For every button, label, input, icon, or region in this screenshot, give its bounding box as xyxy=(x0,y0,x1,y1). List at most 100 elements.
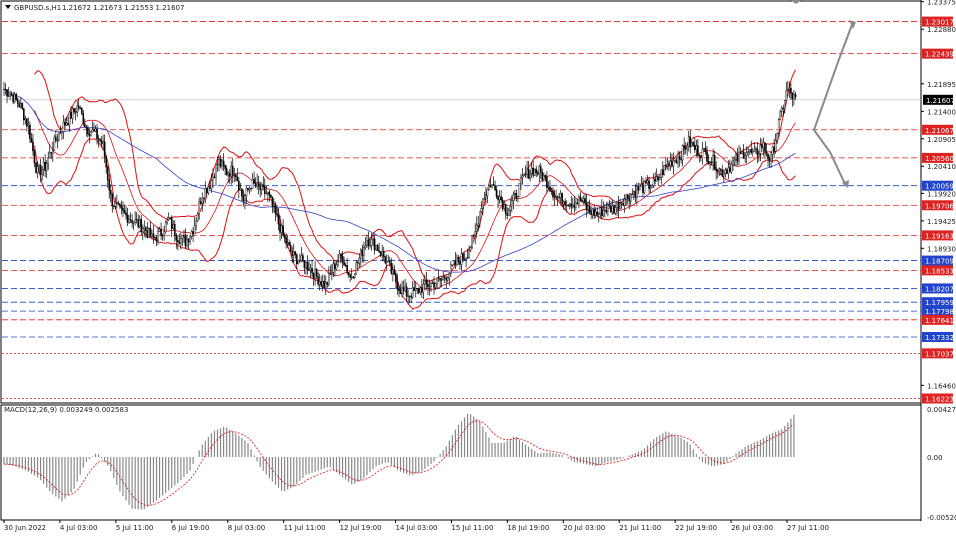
candle-body xyxy=(236,176,239,182)
candle-body xyxy=(544,175,547,178)
candle-body xyxy=(117,203,120,205)
projection-arrows[interactable] xyxy=(790,0,856,188)
moving-average xyxy=(3,88,796,273)
current-price-label: 1.21607 xyxy=(926,97,955,105)
candle-body xyxy=(788,87,791,90)
chart-header: GBPUSD.s,H1 1.21672 1.21673 1.21553 1.21… xyxy=(5,4,184,12)
candle-body xyxy=(387,260,390,262)
candle-body xyxy=(172,224,175,229)
candle-body xyxy=(764,142,766,152)
candle-body xyxy=(135,219,138,221)
candle-body xyxy=(392,269,394,274)
candle-body xyxy=(649,187,652,190)
candle-body xyxy=(710,161,713,163)
candle-body xyxy=(411,287,414,298)
candle-body xyxy=(727,167,730,174)
candle-body xyxy=(578,196,580,204)
candle-body xyxy=(587,206,589,210)
candle-body xyxy=(149,227,152,237)
candle-body xyxy=(277,214,280,225)
candle-body xyxy=(671,160,673,167)
candle-body xyxy=(552,190,554,198)
candle-body xyxy=(152,233,155,238)
candle-body xyxy=(689,136,692,148)
candle-body xyxy=(148,227,150,238)
candle-body xyxy=(450,264,452,274)
candle-body xyxy=(535,168,538,173)
candle-body xyxy=(599,207,602,214)
candle-body xyxy=(329,273,332,275)
candle-body xyxy=(389,260,391,264)
macd-tick-label: 0.00427 xyxy=(927,406,956,414)
scroll-marker-icon[interactable] xyxy=(790,0,802,4)
candle-body xyxy=(74,111,77,113)
level-label: 1.22439 xyxy=(925,51,954,59)
candle-body xyxy=(607,204,609,212)
candle-body xyxy=(719,168,722,171)
candle-body xyxy=(161,235,164,237)
candle-body xyxy=(238,180,240,191)
candle-body xyxy=(482,198,484,209)
candle-body xyxy=(733,159,736,161)
candle-body xyxy=(782,107,785,109)
candle-body xyxy=(686,146,688,150)
candle-body xyxy=(491,184,493,188)
candle-body xyxy=(164,222,167,232)
candle-body xyxy=(93,129,95,132)
candle-body xyxy=(475,224,478,232)
candle-body xyxy=(443,276,446,279)
candle-body xyxy=(317,276,319,285)
level-label: 1.17959 xyxy=(925,299,954,307)
candle-body xyxy=(495,189,498,197)
candle-body xyxy=(279,223,281,233)
down-projection-arrow[interactable] xyxy=(813,129,847,187)
candle-body xyxy=(210,180,213,189)
level-label-box xyxy=(922,124,953,135)
candle-body xyxy=(381,251,384,256)
candle-body xyxy=(170,217,173,229)
candle-body xyxy=(79,107,82,109)
candle-body xyxy=(549,186,551,192)
candle-body xyxy=(254,183,257,187)
candle-body xyxy=(26,118,28,127)
candle-body xyxy=(779,111,782,120)
macd-label: MACD(12,26,9) 0.003249 0.002583 xyxy=(4,406,128,414)
level-label-box xyxy=(922,16,953,27)
candle-body xyxy=(751,151,754,153)
price-tick-label: 1.19425 xyxy=(927,218,956,226)
candle-body xyxy=(131,220,133,224)
candle-body xyxy=(677,156,679,164)
candle-body xyxy=(692,142,695,146)
level-label-box xyxy=(922,348,953,359)
price-tick-label: 1.16460 xyxy=(927,382,956,390)
candle-body xyxy=(219,159,222,167)
candle-body xyxy=(662,169,664,176)
candle-body xyxy=(597,213,600,215)
candle-body xyxy=(120,206,123,209)
candle-body xyxy=(186,238,188,247)
time-tick-label: 5 Jul 11:00 xyxy=(116,524,154,532)
candle-body xyxy=(494,185,496,190)
candle-body xyxy=(61,131,63,133)
price-tick-label: 1.23375 xyxy=(927,0,956,7)
candle-body xyxy=(524,173,527,176)
up-projection-arrow[interactable] xyxy=(813,21,854,131)
candle-body xyxy=(489,185,492,188)
candle-body xyxy=(116,202,118,204)
level-label: 1.17641 xyxy=(925,317,954,325)
candle-body xyxy=(428,286,431,288)
candle-body xyxy=(457,257,460,262)
candle-body xyxy=(451,264,454,266)
triangle-down-icon[interactable] xyxy=(5,5,11,9)
arrow-down-icon xyxy=(842,180,849,188)
candle-body xyxy=(39,164,42,175)
candle-body xyxy=(622,203,624,206)
candle-body xyxy=(453,260,455,266)
candle-body xyxy=(373,238,376,251)
candle-body xyxy=(643,181,646,193)
candle-body xyxy=(633,191,635,195)
candle-body xyxy=(594,211,597,216)
candle-body xyxy=(355,262,358,275)
